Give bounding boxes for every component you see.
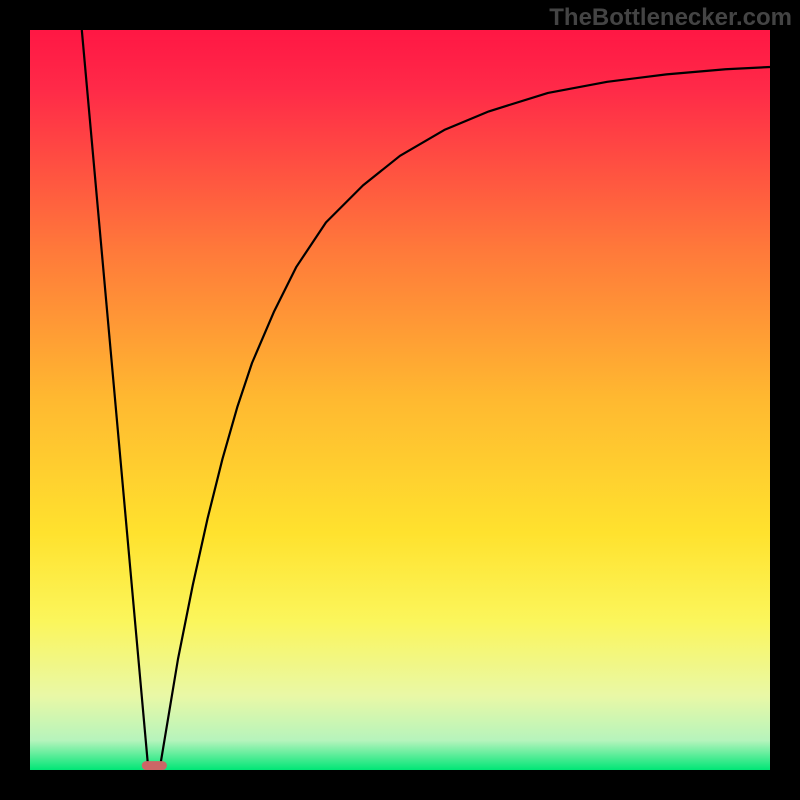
bottleneck-marker	[142, 761, 167, 770]
watermark-text: TheBottlenecker.com	[549, 4, 792, 32]
chart-svg	[0, 0, 800, 800]
plot-background	[30, 30, 770, 770]
figure-container: TheBottlenecker.com	[0, 0, 800, 800]
